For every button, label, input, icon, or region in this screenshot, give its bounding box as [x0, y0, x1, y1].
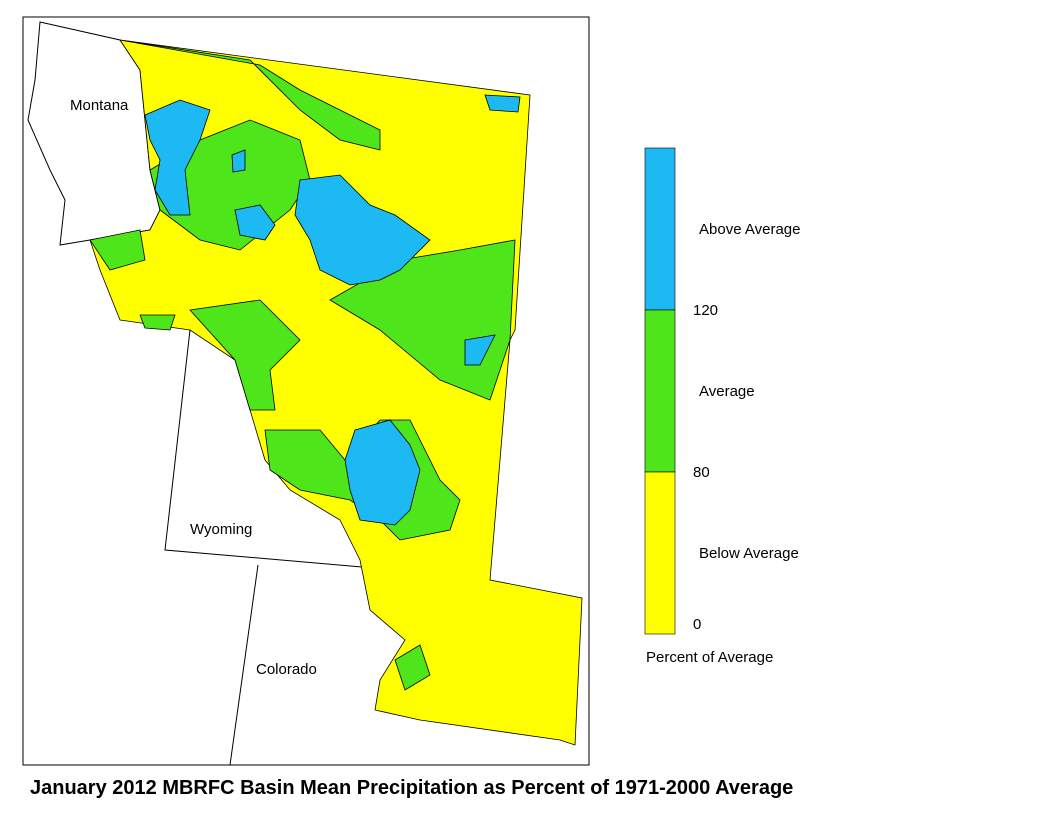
- legend-swatch: [644, 147, 676, 311]
- state-label: Montana: [70, 97, 129, 114]
- map-title: January 2012 MBRFC Basin Mean Precipitat…: [30, 777, 793, 799]
- legend-title: Percent of Average: [646, 649, 773, 666]
- basin-above-average: [294, 174, 431, 286]
- map: [27, 21, 583, 766]
- basin-above-average: [231, 149, 246, 173]
- basin-above-average: [344, 419, 421, 526]
- legend-label: Below Average: [699, 545, 799, 562]
- colorado-border: [229, 564, 259, 766]
- legend-swatch: [644, 309, 676, 473]
- legend: Above Average Average Below Average 120 80 0: [644, 147, 800, 635]
- basin-average: [139, 314, 176, 331]
- basin-average: [119, 39, 381, 151]
- basin-above-average: [144, 99, 211, 216]
- legend-break: 80: [693, 464, 710, 481]
- state-label: Colorado: [256, 661, 317, 678]
- state-label: Wyoming: [190, 521, 252, 538]
- legend-label: Average: [699, 383, 755, 400]
- legend-break: 0: [693, 616, 701, 633]
- basin-average: [394, 644, 431, 691]
- legend-break: 120: [693, 302, 718, 319]
- legend-label: Above Average: [699, 221, 800, 238]
- basin-above-average: [464, 334, 496, 366]
- legend-swatch: [644, 471, 676, 635]
- basin-average: [189, 299, 301, 411]
- basin-above-average: [484, 94, 521, 113]
- basin-average: [89, 229, 146, 271]
- basin-above-average: [234, 204, 276, 241]
